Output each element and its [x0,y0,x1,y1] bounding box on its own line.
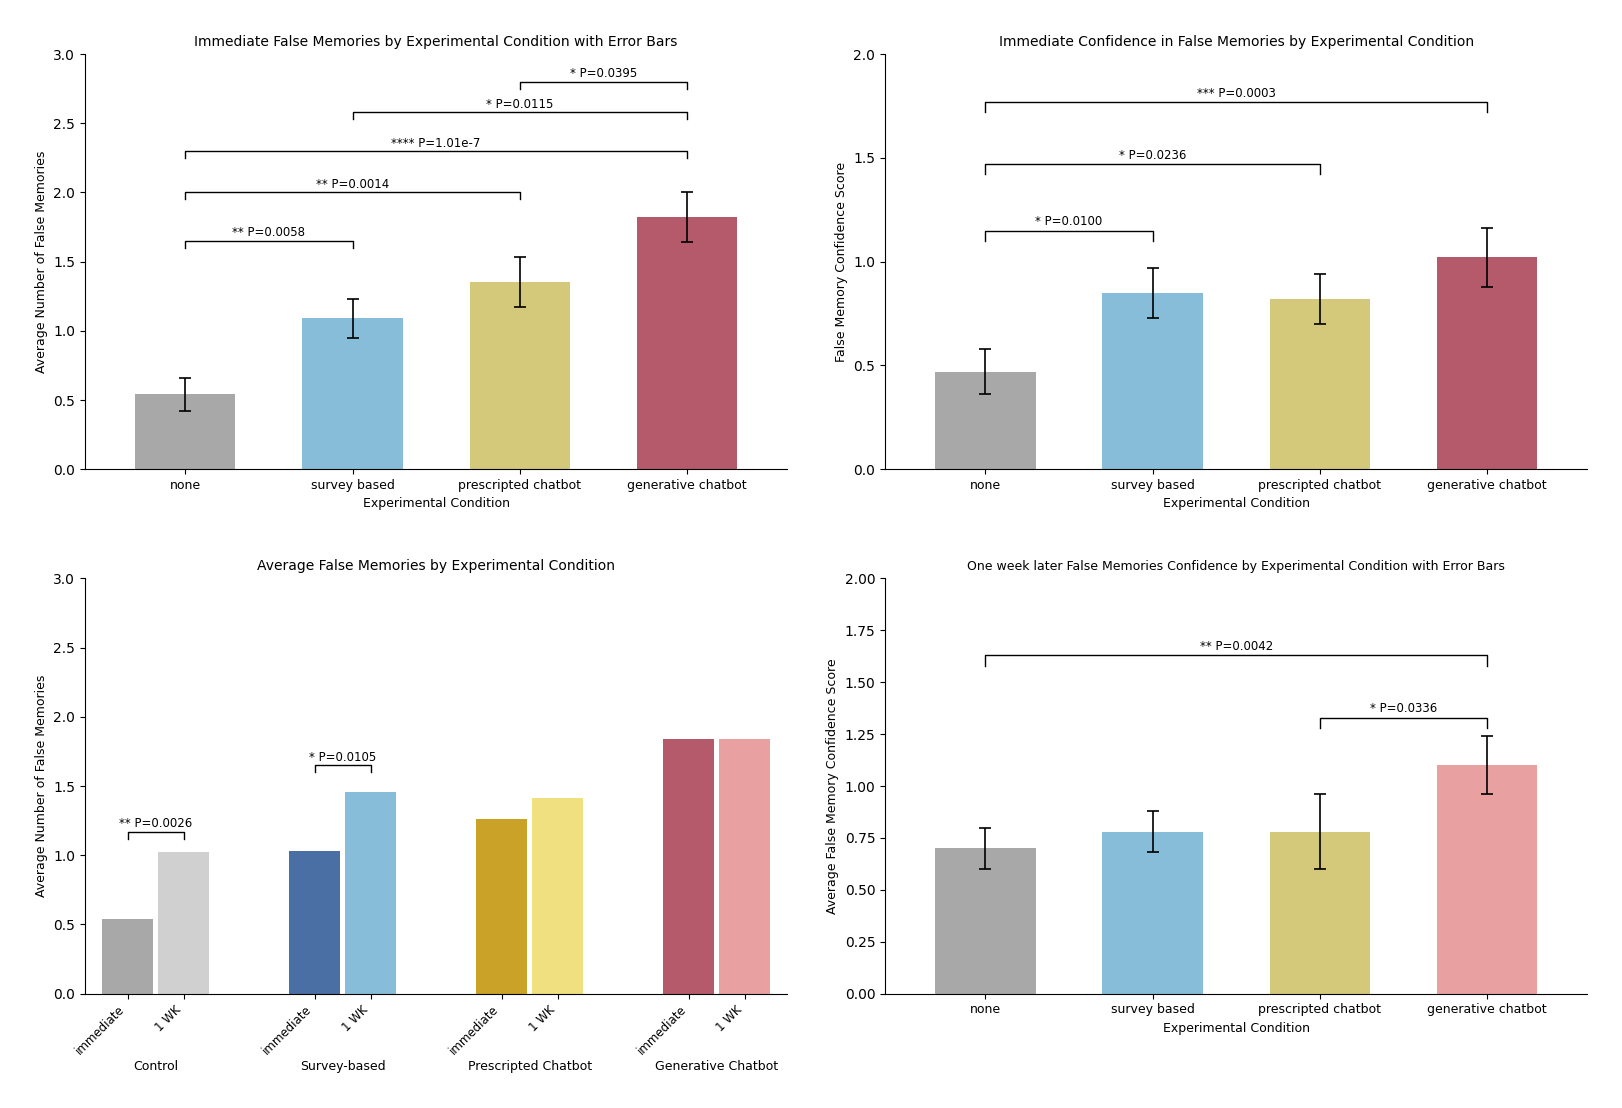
Text: * P=0.0100: * P=0.0100 [1035,215,1103,228]
Bar [1270,832,1371,994]
Bar [1270,299,1371,469]
Title: Immediate False Memories by Experimental Condition with Error Bars: Immediate False Memories by Experimental… [195,34,678,49]
Y-axis label: Average Number of False Memories: Average Number of False Memories [34,151,47,372]
Text: * P=0.0105: * P=0.0105 [308,751,376,763]
Title: Immediate Confidence in False Memories by Experimental Condition: Immediate Confidence in False Memories b… [999,34,1474,49]
Bar [345,791,396,994]
Text: * P=0.0236: * P=0.0236 [1119,148,1186,162]
Text: Generative Chatbot: Generative Chatbot [655,1060,779,1074]
Bar [1103,293,1204,469]
Text: * P=0.0395: * P=0.0395 [569,68,637,81]
Y-axis label: Average False Memory Confidence Score: Average False Memory Confidence Score [826,658,839,914]
Bar [1437,766,1538,994]
X-axis label: Experimental Condition: Experimental Condition [363,497,509,511]
Bar [302,318,402,469]
Bar [475,819,527,994]
Bar [157,852,209,994]
Text: ** P=0.0042: ** P=0.0042 [1200,640,1273,654]
Text: Prescripted Chatbot: Prescripted Chatbot [467,1060,592,1074]
Text: Control: Control [133,1060,178,1074]
Bar [102,919,152,994]
Bar [637,217,736,469]
Text: ** P=0.0026: ** P=0.0026 [118,818,191,830]
Text: *** P=0.0003: *** P=0.0003 [1197,86,1275,100]
X-axis label: Experimental Condition: Experimental Condition [1163,1022,1309,1035]
Y-axis label: False Memory Confidence Score: False Memory Confidence Score [835,162,848,361]
Text: **** P=1.01e-7: **** P=1.01e-7 [391,136,480,150]
Bar [663,739,714,994]
Text: ** P=0.0014: ** P=0.0014 [316,178,389,191]
Bar [289,851,341,994]
Bar [719,739,770,994]
Text: Survey-based: Survey-based [300,1060,386,1074]
Bar [135,394,235,469]
Text: * P=0.0115: * P=0.0115 [487,98,553,111]
Y-axis label: Average Number of False Memories: Average Number of False Memories [34,675,47,897]
Bar [469,283,569,469]
Bar [1103,832,1204,994]
Text: * P=0.0336: * P=0.0336 [1369,702,1437,716]
Bar [936,371,1035,469]
Bar [936,849,1035,994]
Title: One week later False Memories Confidence by Experimental Condition with Error Ba: One week later False Memories Confidence… [967,561,1505,573]
Bar [532,799,584,994]
Text: ** P=0.0058: ** P=0.0058 [232,226,305,239]
Title: Average False Memories by Experimental Condition: Average False Memories by Experimental C… [258,560,615,573]
Bar [1437,257,1538,469]
X-axis label: Experimental Condition: Experimental Condition [1163,497,1309,511]
